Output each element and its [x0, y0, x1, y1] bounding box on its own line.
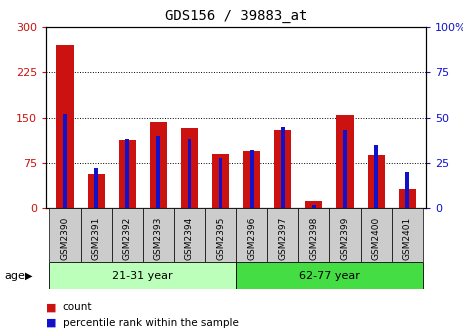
Bar: [50, 208, 81, 262]
Bar: [81, 208, 112, 262]
Bar: [63, 114, 67, 208]
Bar: [306, 201, 323, 208]
Bar: [274, 130, 291, 208]
Text: percentile rank within the sample: percentile rank within the sample: [63, 318, 238, 328]
Text: GSM2390: GSM2390: [61, 216, 69, 260]
Text: GSM2398: GSM2398: [309, 216, 319, 260]
Bar: [236, 208, 267, 262]
Bar: [250, 150, 254, 208]
Bar: [112, 208, 143, 262]
Bar: [281, 127, 285, 208]
Bar: [267, 208, 298, 262]
Bar: [236, 262, 423, 289]
Bar: [219, 158, 222, 208]
Text: ▶: ▶: [25, 270, 33, 281]
Text: GSM2395: GSM2395: [216, 216, 225, 260]
Bar: [181, 128, 198, 208]
Text: GSM2392: GSM2392: [123, 216, 131, 260]
Bar: [50, 262, 236, 289]
Text: GSM2401: GSM2401: [403, 216, 412, 260]
Bar: [361, 208, 392, 262]
Bar: [174, 208, 205, 262]
Bar: [143, 208, 174, 262]
Text: GSM2393: GSM2393: [154, 216, 163, 260]
Bar: [392, 208, 423, 262]
Bar: [243, 151, 260, 208]
Bar: [205, 208, 236, 262]
Text: 62-77 year: 62-77 year: [299, 270, 360, 281]
Bar: [156, 136, 160, 208]
Bar: [56, 45, 74, 208]
Text: ■: ■: [46, 318, 57, 328]
Text: GSM2394: GSM2394: [185, 216, 194, 260]
Title: GDS156 / 39883_at: GDS156 / 39883_at: [165, 9, 307, 23]
Bar: [188, 139, 191, 208]
Text: age: age: [5, 270, 25, 281]
Text: GSM2397: GSM2397: [278, 216, 288, 260]
Text: GSM2400: GSM2400: [372, 216, 381, 260]
Bar: [119, 140, 136, 208]
Bar: [374, 145, 378, 208]
Text: ■: ■: [46, 302, 57, 312]
Bar: [212, 154, 229, 208]
Bar: [337, 115, 354, 208]
Bar: [94, 168, 98, 208]
Bar: [399, 189, 416, 208]
Bar: [298, 208, 330, 262]
Text: GSM2396: GSM2396: [247, 216, 256, 260]
Bar: [330, 208, 361, 262]
Text: 21-31 year: 21-31 year: [113, 270, 173, 281]
Text: count: count: [63, 302, 92, 312]
Bar: [368, 155, 385, 208]
Bar: [312, 205, 316, 208]
Bar: [406, 172, 409, 208]
Bar: [150, 122, 167, 208]
Text: GSM2399: GSM2399: [341, 216, 350, 260]
Bar: [125, 139, 129, 208]
Bar: [343, 130, 347, 208]
Text: GSM2391: GSM2391: [92, 216, 100, 260]
Bar: [88, 174, 105, 208]
